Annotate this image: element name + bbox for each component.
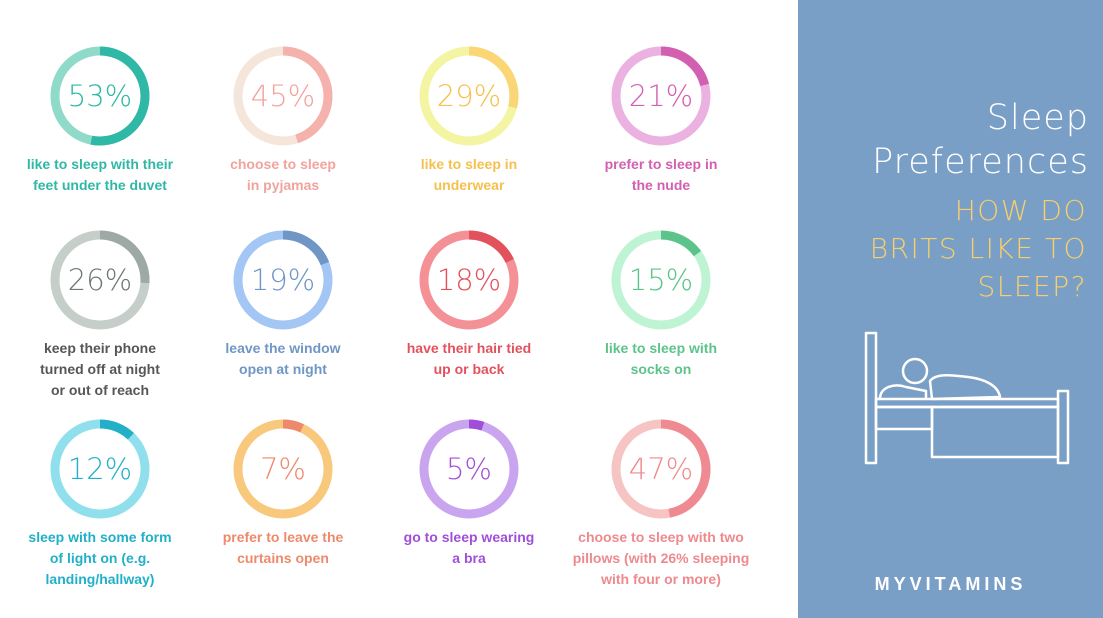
caption-line: like to sleep with xyxy=(604,340,718,356)
subtitle-line-2: BRITS LIKE TO xyxy=(869,232,1087,265)
brand-logo: MYVITAMINS xyxy=(874,574,1027,594)
donut-arc xyxy=(611,230,711,330)
stat-caption: like to sleep in underwear xyxy=(369,154,569,196)
donut-arc xyxy=(50,419,150,519)
donut-ring: 18% xyxy=(417,228,521,332)
percent-label: 53% xyxy=(67,79,133,113)
percent-label: 5% xyxy=(445,452,492,486)
percent-label: 47% xyxy=(628,452,694,486)
percent-label: 21% xyxy=(628,79,694,113)
donut-ring: 5% xyxy=(417,417,521,521)
caption-line: with four or more) xyxy=(601,571,721,587)
caption-line: a bra xyxy=(452,550,486,566)
donut-ring: 19% xyxy=(231,228,335,332)
percent-label: 18% xyxy=(436,263,502,297)
percent-label: 26% xyxy=(67,263,133,297)
stat-caption: prefer to sleep in the nude xyxy=(561,154,761,196)
sidebar: Sleep Preferences HOW DO BRITS LIKE TO S… xyxy=(798,0,1103,618)
caption-line: socks on xyxy=(630,361,692,377)
caption-line: choose to sleep xyxy=(230,156,336,172)
donut-arc xyxy=(233,419,333,519)
stats-grid: 53% like to sleep with their feet under th… xyxy=(0,44,761,590)
caption-line: or out of reach xyxy=(50,382,149,398)
stat-caption: have their hair tied up or back xyxy=(369,338,569,380)
title-line-1: Sleep xyxy=(986,98,1089,138)
donut-arc xyxy=(419,419,519,519)
donut-ring: 53% xyxy=(48,44,152,148)
caption-line: landing/hallway) xyxy=(45,571,155,587)
caption-line: prefer to sleep in xyxy=(604,156,718,172)
caption-line: sleep with some form xyxy=(28,529,172,545)
caption-line: of light on (e.g. xyxy=(49,550,151,566)
caption-line: curtains open xyxy=(237,550,329,566)
caption-line: up or back xyxy=(433,361,505,377)
stat-caption: choose to sleep in pyjamas xyxy=(183,154,383,196)
caption-line: turned off at night xyxy=(40,361,160,377)
caption-line: prefer to leave the xyxy=(222,529,344,545)
donut-ring: 15% xyxy=(609,228,713,332)
caption-line: go to sleep wearing xyxy=(403,529,535,545)
caption-line: underwear xyxy=(433,177,505,193)
caption-line: like to sleep in xyxy=(420,156,518,172)
caption-line: feet under the duvet xyxy=(33,177,167,193)
caption-line: leave the window xyxy=(225,340,341,356)
caption-line: in pyjamas xyxy=(246,177,320,193)
stat-caption: leave the window open at night xyxy=(183,338,383,380)
sidebar-subtitle: HOW DO BRITS LIKE TO SLEEP? xyxy=(827,192,1087,306)
percent-label: 15% xyxy=(628,263,694,297)
percent-label: 12% xyxy=(67,452,133,486)
subtitle-line-3: SLEEP? xyxy=(977,270,1087,303)
donut-arc xyxy=(419,230,519,330)
caption-line: open at night xyxy=(239,361,327,377)
stat-caption: like to sleep with their feet under the d… xyxy=(0,154,200,196)
percent-label: 19% xyxy=(250,263,316,297)
caption-line: have their hair tied xyxy=(406,340,532,356)
stat-caption: choose to sleep with two pillows (with 26… xyxy=(561,527,761,590)
stat-caption: like to sleep with socks on xyxy=(561,338,761,380)
percent-label: 45% xyxy=(250,79,316,113)
bed-icon xyxy=(858,325,1078,475)
donut-ring: 21% xyxy=(609,44,713,148)
donut-arc xyxy=(233,46,333,146)
sidebar-title: Sleep Preferences xyxy=(872,96,1089,184)
subtitle-line-1: HOW DO xyxy=(954,194,1087,227)
stat-caption: keep their phone turned off at night or ou… xyxy=(0,338,200,401)
title-line-2: Preferences xyxy=(872,142,1089,182)
percent-label: 7% xyxy=(259,452,306,486)
caption-line: pillows (with 26% sleeping xyxy=(572,550,750,566)
stat-caption: go to sleep wearing a bra xyxy=(369,527,569,569)
donut-ring: 45% xyxy=(231,44,335,148)
percent-label: 29% xyxy=(436,79,502,113)
donut-ring: 47% xyxy=(609,417,713,521)
caption-line: the nude xyxy=(631,177,691,193)
caption-line: like to sleep with their xyxy=(26,156,174,172)
donut-ring: 29% xyxy=(417,44,521,148)
caption-line: choose to sleep with two xyxy=(578,529,744,545)
donut-arc xyxy=(611,46,711,146)
stat-caption: prefer to leave the curtains open xyxy=(183,527,383,569)
donut-ring: 7% xyxy=(231,417,335,521)
donut-arc xyxy=(233,230,333,330)
donut-ring: 26% xyxy=(48,228,152,332)
caption-line: keep their phone xyxy=(43,340,157,356)
stat-caption: sleep with some form of light on (e.g. lan… xyxy=(0,527,200,590)
donut-arc xyxy=(50,46,150,146)
donut-arc xyxy=(50,230,150,330)
donut-arc xyxy=(419,46,519,146)
donut-arc xyxy=(611,419,711,519)
donut-ring: 12% xyxy=(48,417,152,521)
